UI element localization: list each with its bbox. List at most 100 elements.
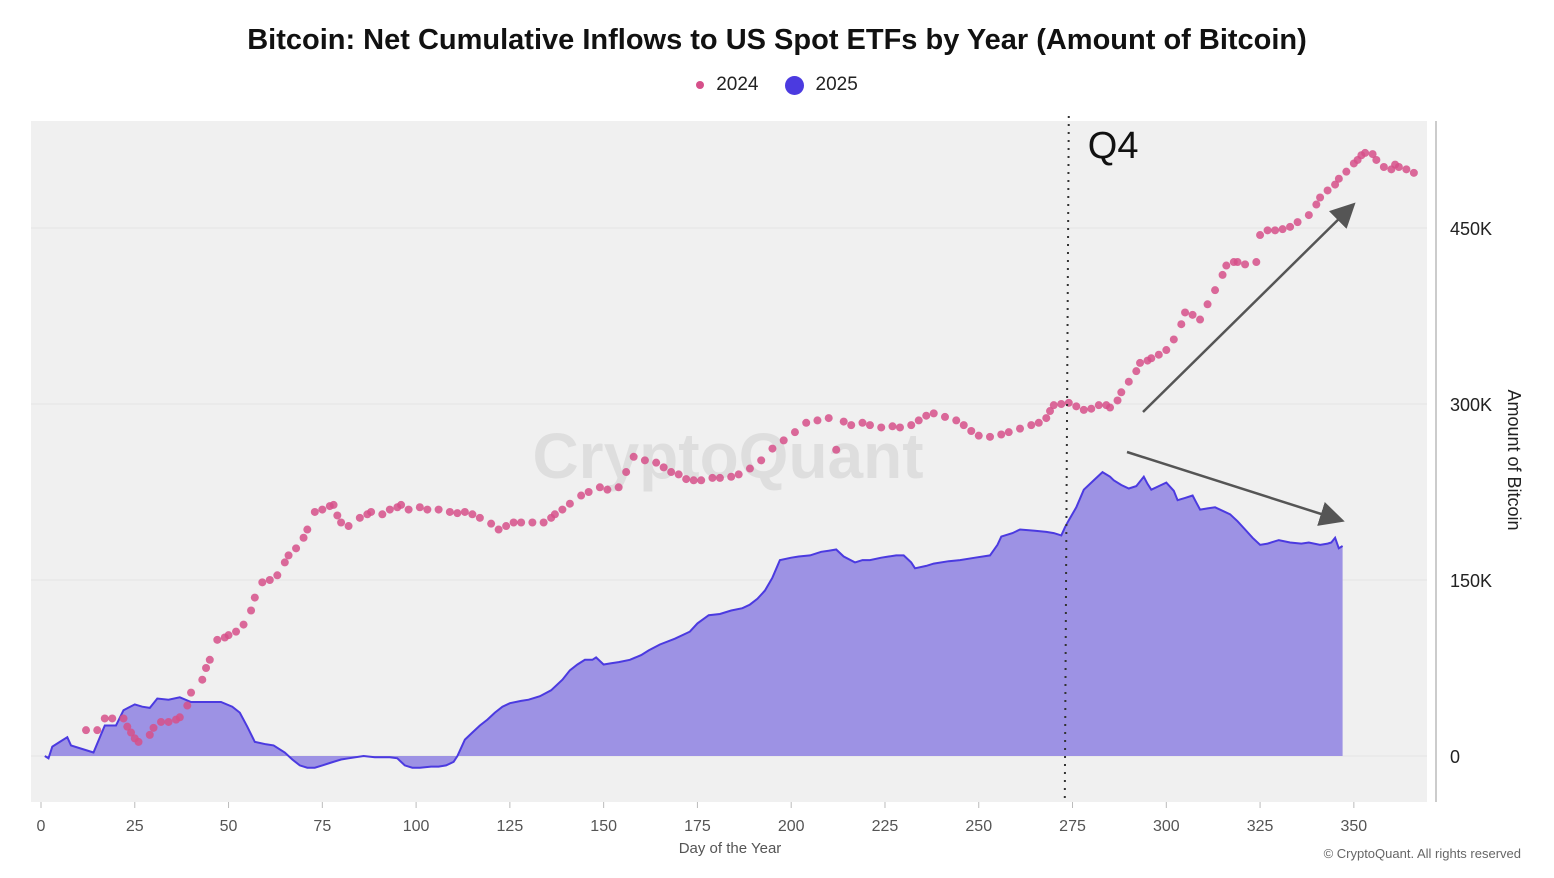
series-2024-point [603,485,612,494]
legend-item-2024[interactable]: 2024 [696,74,759,96]
series-2025-area [44,472,1343,768]
series-2024-point [1211,286,1220,295]
series-2024-point [1106,403,1115,412]
series-2024-point [183,701,192,710]
x-tick-label: 50 [220,818,238,835]
series-2024-point [940,412,949,421]
copyright: © CryptoQuant. All rights reserved [1323,846,1521,861]
x-tick-label: 350 [1340,818,1367,835]
x-tick-label: 0 [37,818,46,835]
y-tick-label: 0 [1450,747,1460,767]
series-2024-point [164,717,173,726]
series-2024-point [824,414,833,423]
series-2024-point [595,483,604,492]
series-2024-point [1271,226,1280,235]
series-2024-point [239,620,248,629]
series-2024-point [907,421,916,430]
series-2024-point [1087,404,1096,413]
y-tick-label: 450K [1450,219,1492,239]
x-tick-label: 250 [965,818,992,835]
series-2024-point [757,456,766,465]
series-2024-point [453,509,462,518]
legend-label-2025: 2025 [815,74,858,95]
series-2024-point [952,416,961,425]
series-2024-point [145,730,154,739]
x-tick-label: 225 [872,818,899,835]
series-2024-point [1064,398,1073,407]
series-2024-point [967,426,976,435]
series-2024-point [622,468,631,477]
series-2024-point [1241,260,1250,269]
x-tick-label: 200 [778,818,805,835]
x-axis-label: Day of the Year [678,840,782,857]
x-tick-label: 150 [590,818,617,835]
series-2024-point [614,483,623,492]
series-2024-point [355,513,364,522]
series-2024-point [149,723,158,732]
series-2024-point [1124,377,1133,386]
series-2024-point [895,423,904,432]
series-2024-point [667,468,676,477]
series-2024-point [1323,186,1332,195]
series-2024-point [929,409,938,418]
series-2024-point [475,513,484,522]
series-2024-point [1222,261,1231,270]
series-2024-point [790,428,799,437]
series-2024-point [1057,400,1066,408]
series-2024-point [858,418,867,427]
series-2024-point [415,503,424,512]
series-2024-point [715,473,724,482]
series-2024-point [134,737,143,746]
series-2024-point [959,421,968,430]
series-2024-point [1046,407,1055,416]
series-2024-point [1004,428,1013,437]
x-tick-label: 100 [403,818,430,835]
series-2024-point [1218,270,1227,279]
series-2024-point [813,416,822,425]
series-2024-point [487,519,496,528]
series-2024-point [1402,165,1411,174]
series-2024-point [367,507,376,516]
series-2024-point [157,717,166,726]
series-2024-point [250,593,259,602]
series-2024-point [1117,388,1126,397]
series-2024-point [460,507,469,516]
series-2024-point [404,505,413,514]
series-2024-point [1113,396,1122,405]
series-2024-point [82,726,91,735]
q4-label: Q4 [1088,125,1139,167]
series-2024-point [1079,405,1088,414]
series-2024-point [629,452,638,461]
series-2024-point [224,631,233,640]
series-2024-point [1361,148,1370,157]
series-2024-point [187,688,196,697]
series-2024-point [877,423,886,432]
series-2024-point [517,518,526,527]
series-2024-point [779,436,788,445]
series-2024-point [385,505,394,514]
series-2024-point [1094,401,1103,410]
series-2024-point [175,713,184,722]
series-2024-point [123,722,132,731]
series-2024-point [1154,350,1163,359]
series-2024-point [1177,320,1186,329]
series-2024-point [986,432,995,441]
downtrend-arrow [1126,450,1345,526]
series-2024-point [100,714,109,723]
series-2024-point [558,505,567,514]
legend-item-2025[interactable]: 2025 [784,74,858,96]
legend: 2024 2025 [0,74,1554,96]
series-2024-point [232,627,241,636]
series-2024-point [108,714,117,723]
series-2024-point [329,500,338,509]
series-2024-point [1072,402,1081,411]
series-2024-point [1334,174,1343,183]
series-2024-point [734,470,743,479]
series-2024-point [494,525,503,534]
series-2024-point [832,445,841,454]
series-2024-point [997,430,1006,439]
series-2024-point [1368,150,1377,159]
series-2024-point [674,470,683,479]
series-2024-point [292,544,301,553]
legend-marker-2025 [784,75,804,95]
